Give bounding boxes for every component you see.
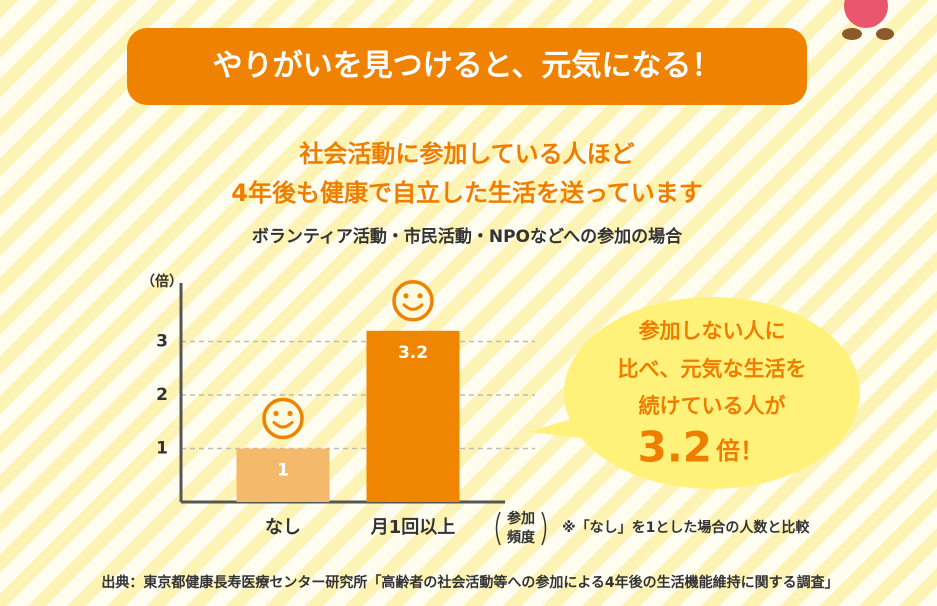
x-axis-label: 参加 xyxy=(507,510,535,527)
infographic: やりがいを見つけると、元気になる！ 社会活動に参加している人ほど 4年後も健康で… xyxy=(0,0,937,606)
y-tick-label: 3 xyxy=(156,332,168,352)
y-unit: （倍） xyxy=(141,273,183,290)
x-tick-label: なし xyxy=(265,517,301,538)
smiley-eye xyxy=(417,293,422,298)
y-tick-label: 1 xyxy=(156,439,168,459)
bubble-text: 比べ、元気な生活を xyxy=(618,357,807,381)
smiley-face xyxy=(394,282,432,320)
chart-title: 4年後も健康で自立した生活を送っています xyxy=(231,179,703,207)
smiley-face xyxy=(264,400,302,438)
banner-text: やりがいを見つけると、元気になる！ xyxy=(213,49,722,84)
chart-subtitle: ボランティア活動・市民活動・NPOなどへの参加の場合 xyxy=(252,226,683,247)
chart-title: 社会活動に参加している人ほど xyxy=(299,140,634,168)
source: 出典：東京都健康長寿医療センター研究所「高齢者の社会活動等への参加による4年後の… xyxy=(101,574,838,591)
page: {"banner":"やりがいを見つけると、元気になる！", "chart_da… xyxy=(0,0,937,606)
bubble-text: 参加しない人に xyxy=(639,319,786,343)
bubble-text: 続けている人が xyxy=(639,394,786,418)
footnote: ※「なし」を1とした場合の人数と比較 xyxy=(562,519,810,536)
smiley-eye xyxy=(287,411,292,416)
x-axis-label: 頻度 xyxy=(507,529,536,546)
y-tick-label: 2 xyxy=(156,385,168,405)
value-label: 3.2 xyxy=(398,343,428,363)
smiley-eye xyxy=(403,293,408,298)
smiley-eye xyxy=(273,411,278,416)
x-tick-label: 月1回以上 xyxy=(370,517,456,538)
bubble-big-number: 3.2 xyxy=(638,423,712,472)
bubble-unit: 倍！ xyxy=(716,437,764,465)
value-label: 1 xyxy=(277,461,289,481)
